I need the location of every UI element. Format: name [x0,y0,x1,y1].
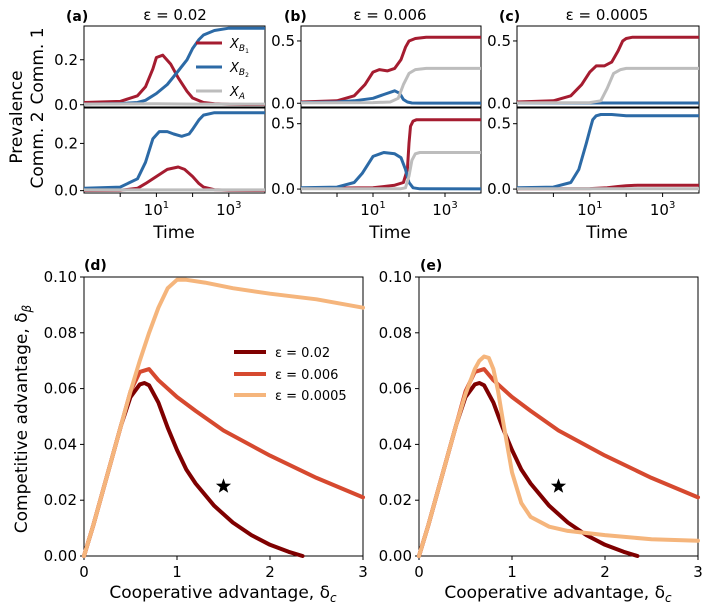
series-x-b1 [300,35,481,104]
x-tick-label: 2 [265,563,275,581]
series-x-b1 [516,35,699,104]
panel-title-c: ε = 0.0005 [566,6,649,24]
series-x-b1 [300,118,481,190]
y-tick-label: 0.02 [379,491,412,509]
series-x-a [300,151,481,191]
x-tick-label: 103 [650,200,675,219]
y-tick-label: 0.04 [44,435,77,453]
panel-label-c: (c) [499,9,520,25]
xlabel-time-c: Time [585,223,628,243]
panel-label-e: (e) [420,258,442,274]
x-tick-label: 3 [693,563,703,581]
series-x-b2 [300,151,482,191]
y-tick-label: 0.08 [44,324,77,342]
legend-label-eps-00005: ε = 0.0005 [275,389,347,404]
axes-frame [300,25,482,108]
panel-label-a: (a) [66,9,88,25]
ylabel-comm1: Comm. 1 [28,27,48,104]
star-marker [215,478,232,493]
y-tick-label: 0.0 [271,180,295,198]
top-plots: 0.0 0.2 0.0 0.5 0.0 0.5 0.0 0.2 101 103 0.0 0.5 101 1… [54,25,700,219]
panel-label-b: (b) [284,9,307,25]
top-panel-2: 0.0 0.5 [271,25,482,112]
y-tick-label: 0.06 [379,380,412,398]
panel-label-d: (d) [84,258,107,274]
xlabel-time-b: Time [368,223,411,243]
ylabel-comm2: Comm. 2 [28,111,48,188]
y-tick-label: 0.04 [379,435,412,453]
x-tick-label: 0 [79,563,89,581]
legend-label-xb1: XB1 [229,37,249,55]
bottom-panel-d: 0.00 0.02 0.04 0.06 0.08 0.10 0 1 2 3 [44,268,368,581]
x-tick-label: 1 [172,563,182,581]
x-tick-label: 103 [432,200,457,219]
bottom-xlabel-e: Cooperative advantage, δc [444,583,672,605]
top-panel-3: 0.0 0.5 [487,25,700,112]
y-tick-label: 0.2 [54,134,78,152]
series-x-b2 [83,26,265,106]
y-tick-label: 0.10 [44,268,77,286]
axes-frame [83,25,266,108]
series-x-b2 [516,113,699,190]
axes-frame [83,107,266,194]
y-tick-label: 0.00 [44,547,77,565]
x-tick-label: 103 [216,200,241,219]
panel-title-a: ε = 0.02 [143,6,207,24]
y-tick-label: 0.0 [487,94,511,112]
top-panel-1: 0.0 0.2 [54,25,266,114]
bottom-legend: ε = 0.02 ε = 0.006 ε = 0.0005 [234,346,347,404]
series-curve [417,354,700,558]
panel-title-b: ε = 0.006 [353,6,426,24]
x-tick-label: 101 [144,200,169,219]
y-tick-label: 0.06 [44,380,77,398]
y-tick-label: 0.5 [271,115,295,133]
legend-label-xa: XA [229,85,245,102]
bottom-xlabel-d: Cooperative advantage, δc [109,583,337,605]
series-x-a [300,66,481,105]
bottom-plots: 0.00 0.02 0.04 0.06 0.08 0.10 0 1 2 3 0.00 0.02 0.04… [44,268,703,581]
ylabel-prevalence: Prevalence [7,70,27,163]
x-tick-label: 0 [414,563,424,581]
y-tick-label: 0.5 [487,32,511,50]
top-panel-6: 0.0 0.5 101 103 [487,107,700,219]
axes-frame [83,276,364,557]
star-marker [550,478,567,493]
series-x-a [516,66,699,105]
axes-frame [516,107,700,194]
axes-frame [300,107,482,194]
legend-label-xb2: XB2 [229,61,249,79]
xlabel-time-a: Time [152,223,195,243]
y-tick-label: 0.0 [487,180,511,198]
bottom-ylabel: Competitive advantage, δβ [12,304,34,533]
y-tick-label: 0.2 [54,51,78,69]
top-panel-5: 0.0 0.5 101 103 [271,107,482,219]
axes-frame [516,25,700,108]
x-tick-label: 101 [360,200,385,219]
series-x-b2 [300,89,481,105]
y-tick-label: 0.10 [379,268,412,286]
series-curve [82,277,365,558]
x-tick-label: 101 [577,200,602,219]
y-tick-label: 0.0 [54,182,78,200]
y-tick-label: 0.0 [271,94,295,112]
top-panel-4: 0.0 0.2 101 103 [54,107,266,219]
bottom-panel-e: 0.00 0.02 0.04 0.06 0.08 0.10 0 1 2 3 [379,268,703,581]
y-tick-label: 0.02 [44,491,77,509]
x-tick-label: 1 [507,563,517,581]
x-tick-label: 3 [358,563,368,581]
legend-label-eps-0006: ε = 0.006 [275,368,338,383]
top-legend: XB1 XB2 XA [196,37,249,102]
y-tick-label: 0.0 [54,96,78,114]
y-tick-label: 0.5 [487,115,511,133]
y-tick-label: 0.00 [379,547,412,565]
y-tick-label: 0.5 [271,32,295,50]
series-x-b2 [83,111,265,190]
y-tick-label: 0.08 [379,324,412,342]
axes-frame [418,276,699,557]
x-tick-label: 2 [600,563,610,581]
legend-label-eps-002: ε = 0.02 [275,346,330,361]
